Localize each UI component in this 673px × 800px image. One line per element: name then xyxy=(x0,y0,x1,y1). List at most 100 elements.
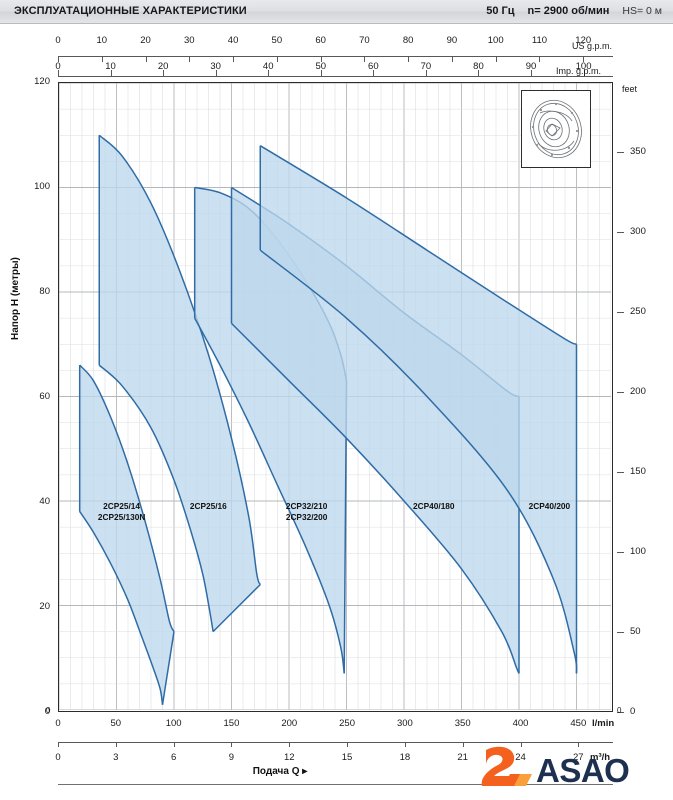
y-axis-feet-tick xyxy=(617,392,624,393)
spec-speed: n= 2900 об/мин xyxy=(527,5,610,17)
x-axis-m3h-tick xyxy=(520,742,522,747)
x-axis-imp-gpm-tick-label: 90 xyxy=(525,61,537,72)
curve-label-line: 2CP25/130N xyxy=(97,512,146,523)
x-axis-m3h-tick-label: 21 xyxy=(457,752,468,763)
y-axis-feet-tick-label: 300 xyxy=(630,225,646,237)
x-axis-us-gpm-tick-label: 20 xyxy=(140,35,151,46)
x-axis-imp-gpm-tick xyxy=(215,70,217,76)
x-axis-imp-gpm-tick-label: 20 xyxy=(157,61,169,72)
x-axis-imp-gpm-tick xyxy=(320,70,322,76)
x-axis-us-gpm-tick xyxy=(408,56,410,62)
x-axis-m3h-tick-label: 6 xyxy=(170,752,177,763)
x-axis-us-gpm-tick-label: 0 xyxy=(55,35,61,46)
y-axis-feet-tick-label: 50 xyxy=(630,626,641,637)
x-axis-m3h-tick-label: 24 xyxy=(515,752,526,763)
x-axis-m3h-tick xyxy=(347,742,349,747)
x-axis-imp-gpm-tick-label: 70 xyxy=(420,61,432,72)
y-axis-feet-tick xyxy=(617,552,624,553)
curve-label-line: 2CP40/180 xyxy=(413,501,455,512)
x-axis-us-gpm-tick-label: 90 xyxy=(446,35,458,46)
x-axis-m3h-tick xyxy=(289,742,291,747)
footer-rule xyxy=(58,784,613,785)
performance-curves-svg xyxy=(59,83,611,710)
x-axis-m3h-tick-label: 9 xyxy=(228,752,235,763)
x-axis-imp-gpm-tick xyxy=(583,70,585,76)
x-axis-imp-gpm-line xyxy=(58,76,613,77)
x-axis-us-gpm-line xyxy=(58,56,613,57)
y-axis-meters-tick-label: 0 xyxy=(44,706,50,717)
x-axis-us-gpm-tick-label: 120 xyxy=(575,35,592,46)
y-axis-meters-tick-label: 80 xyxy=(39,286,50,297)
header-bar: ЭКСПЛУАТАЦИОННЫЕ ХАРАКТЕРИСТИКИ 50 Гц n=… xyxy=(0,0,673,24)
x-axis-imp-gpm-tick xyxy=(58,70,59,76)
y-axis-feet-tick xyxy=(617,472,624,473)
curve-label-line: 2CP25/14 xyxy=(103,501,141,512)
curve-region-label-2: 2CP25/16 xyxy=(190,501,227,512)
x-axis-m3h-tick xyxy=(58,742,59,747)
x-axis-lmin-tick-label: 450 xyxy=(570,718,587,729)
x-axis-us-gpm-tick xyxy=(101,56,103,62)
x-axis-us-gpm-tick-label: 10 xyxy=(96,35,108,46)
x-axis-us-gpm-unit: US g.p.m. xyxy=(572,41,613,51)
y-axis-feet-tick-label: 350 xyxy=(630,145,646,157)
x-axis-us-gpm-tick xyxy=(145,56,147,62)
x-axis-us-gpm-tick-label: 40 xyxy=(227,35,239,46)
x-axis-imp-gpm-tick-label: 80 xyxy=(473,61,484,72)
x-axis-imp-gpm-tick-label: 60 xyxy=(368,61,379,72)
x-axis-us-gpm-tick xyxy=(451,56,453,62)
x-axis-m3h-tick xyxy=(462,742,464,747)
x-axis-m3h-tick-label: 0 xyxy=(55,752,61,763)
x-axis-imp-gpm-tick xyxy=(425,70,427,76)
y-axis-feet-tick-label: 0 xyxy=(630,706,636,717)
y-axis-feet-unit: feet xyxy=(622,84,638,94)
curve-label-line: 2CP32/210 xyxy=(285,501,328,512)
x-axis-us-gpm-tick-label: 50 xyxy=(271,35,283,46)
x-axis-imp-gpm-tick xyxy=(268,70,270,76)
x-axis-us-gpm-tick-label: 80 xyxy=(402,35,414,46)
pump-impeller-icon xyxy=(521,90,591,168)
x-axis-us-gpm-tick-label: 70 xyxy=(359,35,370,46)
x-axis-us-gpm-tick xyxy=(189,56,191,62)
y-axis-feet-tick xyxy=(617,231,624,233)
curve-label-line: 2CP25/16 xyxy=(189,501,227,512)
curve-region-2 xyxy=(98,134,261,633)
asao-wordmark: ASAO xyxy=(536,752,630,789)
x-axis-imp-gpm-tick-label: 0 xyxy=(55,61,61,72)
y-axis-feet-tick xyxy=(617,311,624,313)
x-axis-lmin-tick-label: 400 xyxy=(512,718,529,729)
x-axis-m3h-unit: m³/h xyxy=(590,752,611,763)
x-axis-lmin-tick-label: 300 xyxy=(396,718,413,729)
x-axis-imp-gpm-unit: Imp. g.p.m. xyxy=(556,66,602,76)
y-axis-feet-tick-label: 200 xyxy=(630,386,646,397)
x-axis-m3h-tick xyxy=(115,742,117,747)
x-axis-imp-gpm-tick xyxy=(531,70,532,76)
x-axis-m3h-tick xyxy=(404,742,406,747)
x-axis-us-gpm-tick xyxy=(320,56,322,62)
x-axis-us-gpm-tick xyxy=(233,56,235,62)
spec-suction-head: HS= 0 м xyxy=(622,5,662,17)
chart-plot-area xyxy=(58,82,613,712)
x-axis-imp-gpm-tick-label: 40 xyxy=(262,61,274,72)
x-axis-m3h-tick xyxy=(578,742,580,747)
x-axis-us-gpm-tick xyxy=(495,56,497,62)
spec-frequency: 50 Гц xyxy=(486,5,515,17)
x-axis-lmin-tick-label: 50 xyxy=(110,718,122,729)
axis-zero-marker-left: 0 xyxy=(46,706,51,715)
curve-region-5 xyxy=(259,145,578,674)
x-axis-imp-gpm-tick-label: 100 xyxy=(575,61,592,72)
x-axis-m3h-tick-label: 27 xyxy=(573,752,584,763)
x-axis-imp-gpm-tick-label: 30 xyxy=(210,61,221,72)
x-axis-m3h-tick xyxy=(231,742,233,747)
x-axis-us-gpm-tick xyxy=(364,56,366,62)
x-axis-lmin-tick-label: 350 xyxy=(454,718,471,729)
x-axis-imp-gpm-tick xyxy=(110,70,112,76)
x-axis-lmin-tick-label: 100 xyxy=(165,718,182,729)
x-axis-lmin-tick-label: 250 xyxy=(339,718,355,729)
x-axis-us-gpm-tick-label: 30 xyxy=(184,35,195,46)
x-axis-us-gpm-tick xyxy=(58,56,59,62)
y-axis-meters-tick-label: 40 xyxy=(39,496,50,507)
x-axis-lmin-tick-label: 0 xyxy=(55,718,61,729)
x-axis-lmin-tick-label: 150 xyxy=(223,718,240,729)
curve-region-1 xyxy=(78,364,175,705)
